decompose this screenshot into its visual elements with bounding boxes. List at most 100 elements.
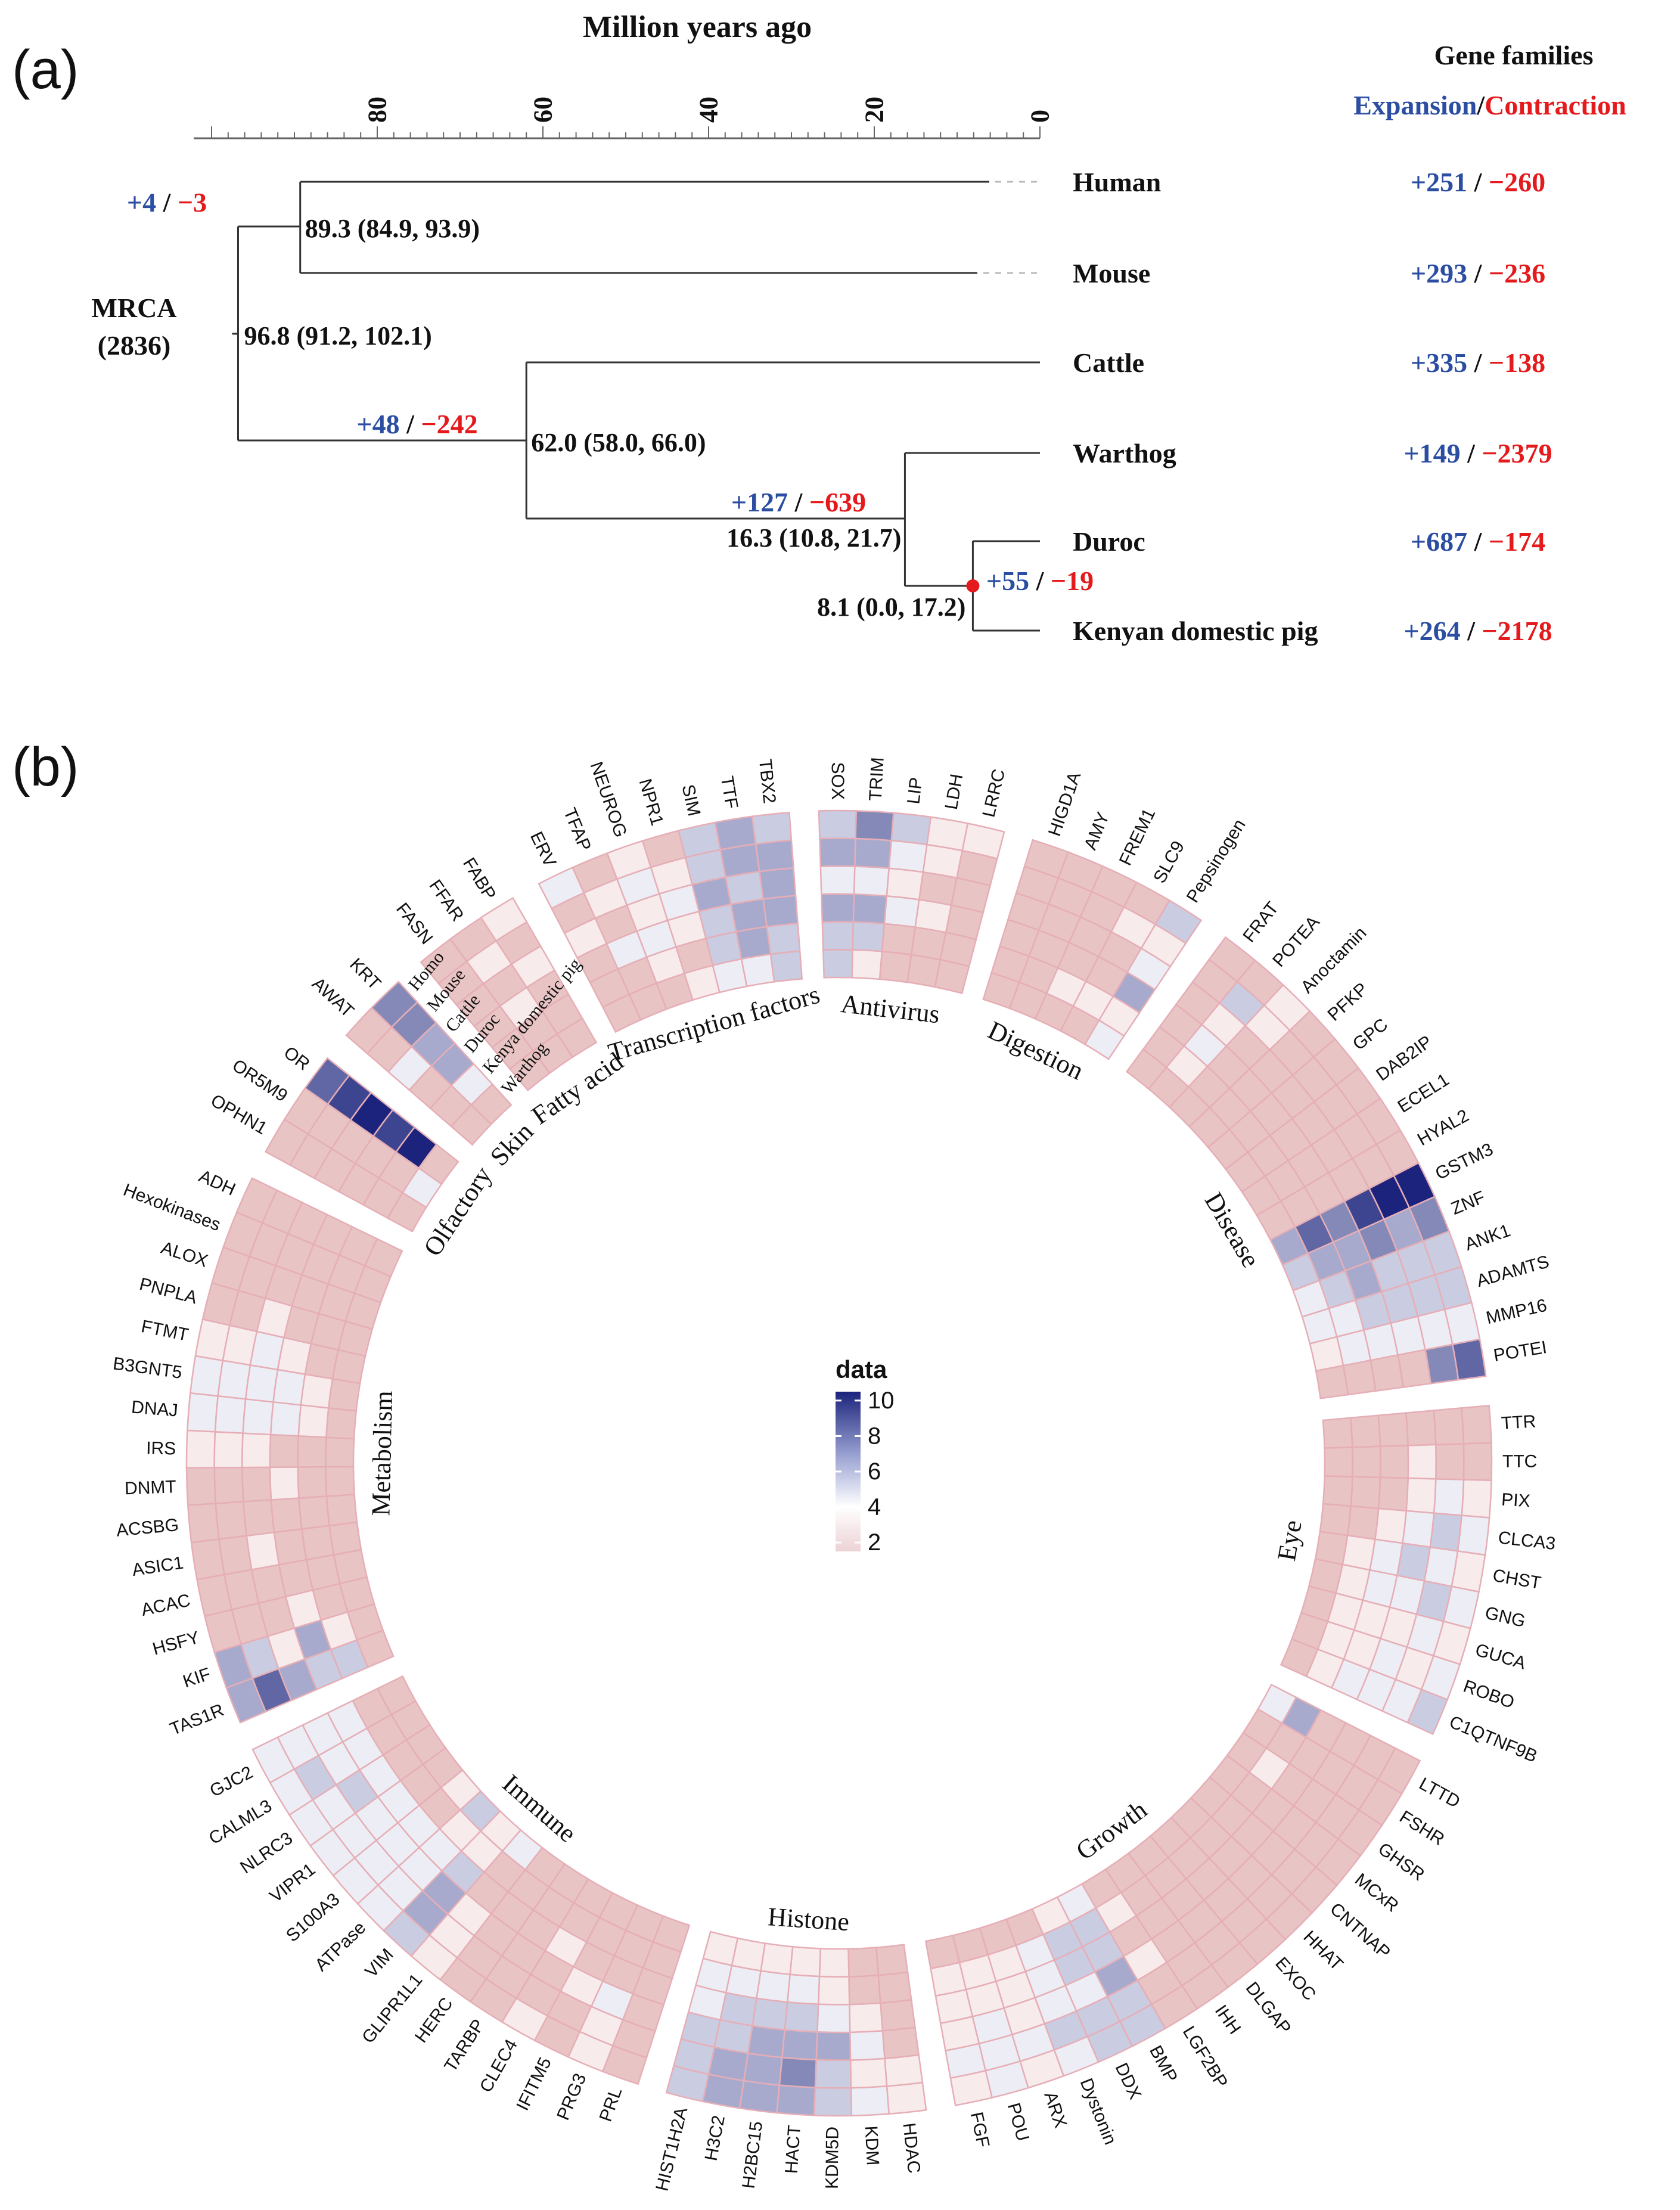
legend-tick-label: 6 xyxy=(868,1458,881,1485)
gene-label: ACAC xyxy=(139,1591,192,1620)
heatmap-cell xyxy=(743,2052,783,2086)
gene-label: FFAR xyxy=(425,876,467,925)
heatmap-cell xyxy=(1374,1507,1408,1544)
heatmap-cell xyxy=(740,953,775,988)
circular-heatmap-panel: (b) OPHN1OR5M9OROlfactoryAWATKRTSkinFASN… xyxy=(12,737,1557,2193)
contraction-count: −2379 xyxy=(1482,438,1552,468)
heatmap-cell xyxy=(881,2026,920,2060)
group-label: Antivirus xyxy=(840,989,942,1029)
domestic-node-marker xyxy=(966,579,980,592)
gene-label: PRL xyxy=(596,2085,626,2124)
heatmap-cell xyxy=(185,1429,216,1469)
heatmap-cell xyxy=(1322,1417,1353,1449)
heatmap-cell xyxy=(786,1973,821,2005)
heatmap-cell xyxy=(244,1364,279,1403)
count-slash: / xyxy=(1467,167,1489,197)
count-slash: / xyxy=(1467,526,1489,557)
gene-label: IFITM5 xyxy=(513,2054,555,2114)
gene-label: HIGD1A xyxy=(1045,769,1085,839)
heatmap-group: FRATPOTEAAnoctaminPFKPGPCDAB2IPECEL1HYAL… xyxy=(1125,898,1551,1399)
gene-label: KIF xyxy=(181,1664,213,1691)
heatmap-cell xyxy=(849,2002,884,2034)
group-label: Histone xyxy=(767,1902,850,1936)
axis-tick-label: 40 xyxy=(694,97,723,123)
heatmap-cell xyxy=(1342,1359,1377,1396)
gene-label: TAS1R xyxy=(167,1700,227,1740)
heatmap-cell xyxy=(934,958,970,995)
expansion-count: +251 xyxy=(1411,167,1467,197)
mrca-count: (2836) xyxy=(98,330,171,361)
heatmap-cell xyxy=(1346,1505,1380,1541)
gene-label: B3GNT5 xyxy=(111,1354,183,1383)
node-age-label: 16.3 (10.8, 21.7) xyxy=(726,523,901,552)
gene-label: AMY xyxy=(1080,809,1113,853)
legend-title: data xyxy=(836,1355,887,1383)
taxon-label: Mouse xyxy=(1073,258,1150,288)
heatmap-cell xyxy=(1350,1476,1381,1510)
count-slash: / xyxy=(1461,438,1482,468)
heatmap-cell xyxy=(376,1675,417,1716)
heatmap-cell xyxy=(819,837,856,868)
gene-label: CHST xyxy=(1491,1566,1542,1593)
heatmap-cell xyxy=(241,1432,272,1469)
gene-label: POTEI xyxy=(1492,1337,1548,1365)
heatmap-group: TAS1R KIF HSFY ACAC ASIC1 ACSBG DNMT IRS DNAJ B3G… xyxy=(111,1166,403,1740)
gene-label: Pepsinogen xyxy=(1183,816,1250,907)
heatmap-cell xyxy=(301,1525,335,1561)
heatmap-cell xyxy=(1460,1404,1492,1445)
legend-contraction: Contraction xyxy=(1485,90,1626,120)
gene-label: LDH xyxy=(942,772,967,811)
heatmap-cell xyxy=(854,837,893,870)
heatmap-cell xyxy=(817,1975,850,2006)
heatmap-cell xyxy=(214,1395,247,1434)
heatmap-cell xyxy=(215,1501,248,1540)
gene-label: POTEA xyxy=(1269,912,1324,971)
taxon-label: Warthog xyxy=(1073,438,1176,468)
heatmap-cell xyxy=(325,1466,356,1497)
heatmap-cell xyxy=(880,1998,916,2032)
gene-label: LTTD xyxy=(1416,1774,1464,1812)
heatmap-cell xyxy=(747,2025,786,2059)
contraction-count: −236 xyxy=(1489,258,1545,288)
taxon-gene-family-counts: +293 / −236 xyxy=(1411,258,1545,288)
heatmap-cell xyxy=(821,921,855,951)
heatmap-cell xyxy=(850,2085,890,2117)
gene-label: FSHR xyxy=(1396,1807,1448,1849)
time-axis: 80 60 40 20 0 xyxy=(194,97,1055,139)
gene-label: HHAT xyxy=(1299,1927,1346,1975)
heatmap-cell xyxy=(272,1368,306,1406)
taxon-gene-family-counts: +251 / −260 xyxy=(1411,167,1545,197)
taxon-label: Human xyxy=(1073,167,1161,197)
gene-label: ADAMTS xyxy=(1474,1252,1551,1291)
heatmap-cell xyxy=(327,1377,361,1412)
heatmap-cell xyxy=(769,950,803,983)
expansion-count: +127 xyxy=(731,487,788,517)
gene-label: KRT xyxy=(346,955,384,994)
gene-label: FRAT xyxy=(1239,898,1282,946)
heatmap-cell xyxy=(754,839,794,873)
axis-title: Million years ago xyxy=(583,10,812,44)
node-age-label: 8.1 (0.0, 17.2) xyxy=(817,592,965,622)
gene-label: FABP xyxy=(459,854,499,904)
taxon-gene-family-counts: +687 / −174 xyxy=(1411,526,1545,557)
heatmap-cell xyxy=(1405,1410,1437,1447)
taxon-label: Cattle xyxy=(1073,347,1144,378)
expansion-count: +48 xyxy=(356,409,399,439)
heatmap-cell xyxy=(269,1433,300,1468)
gene-label: PIX xyxy=(1501,1490,1530,1511)
gene-label: ARX xyxy=(1040,2089,1070,2130)
phylogeny-panel: (a) Million years ago 80 60 40 20 0 Gene fam… xyxy=(12,10,1626,646)
heatmap-cell xyxy=(818,809,858,840)
gene-label: GHSR xyxy=(1374,1839,1428,1885)
mrca-label: MRCA xyxy=(91,293,176,323)
heatmap-cell xyxy=(1433,1478,1465,1517)
gene-label: C1QTNF9B xyxy=(1446,1712,1540,1767)
heatmap-group: SOX TRIM LIP LDH LRRC Antivirus xyxy=(818,757,1009,1029)
axis-tick-label: 20 xyxy=(860,97,889,123)
contraction-count: −2178 xyxy=(1482,616,1552,646)
gene-label: MMP16 xyxy=(1485,1296,1549,1329)
heatmap-cell xyxy=(875,1944,909,1976)
heatmap-cell xyxy=(849,2029,886,2061)
gene-label: IHH xyxy=(1211,2001,1245,2038)
heatmap-cell xyxy=(822,949,853,979)
